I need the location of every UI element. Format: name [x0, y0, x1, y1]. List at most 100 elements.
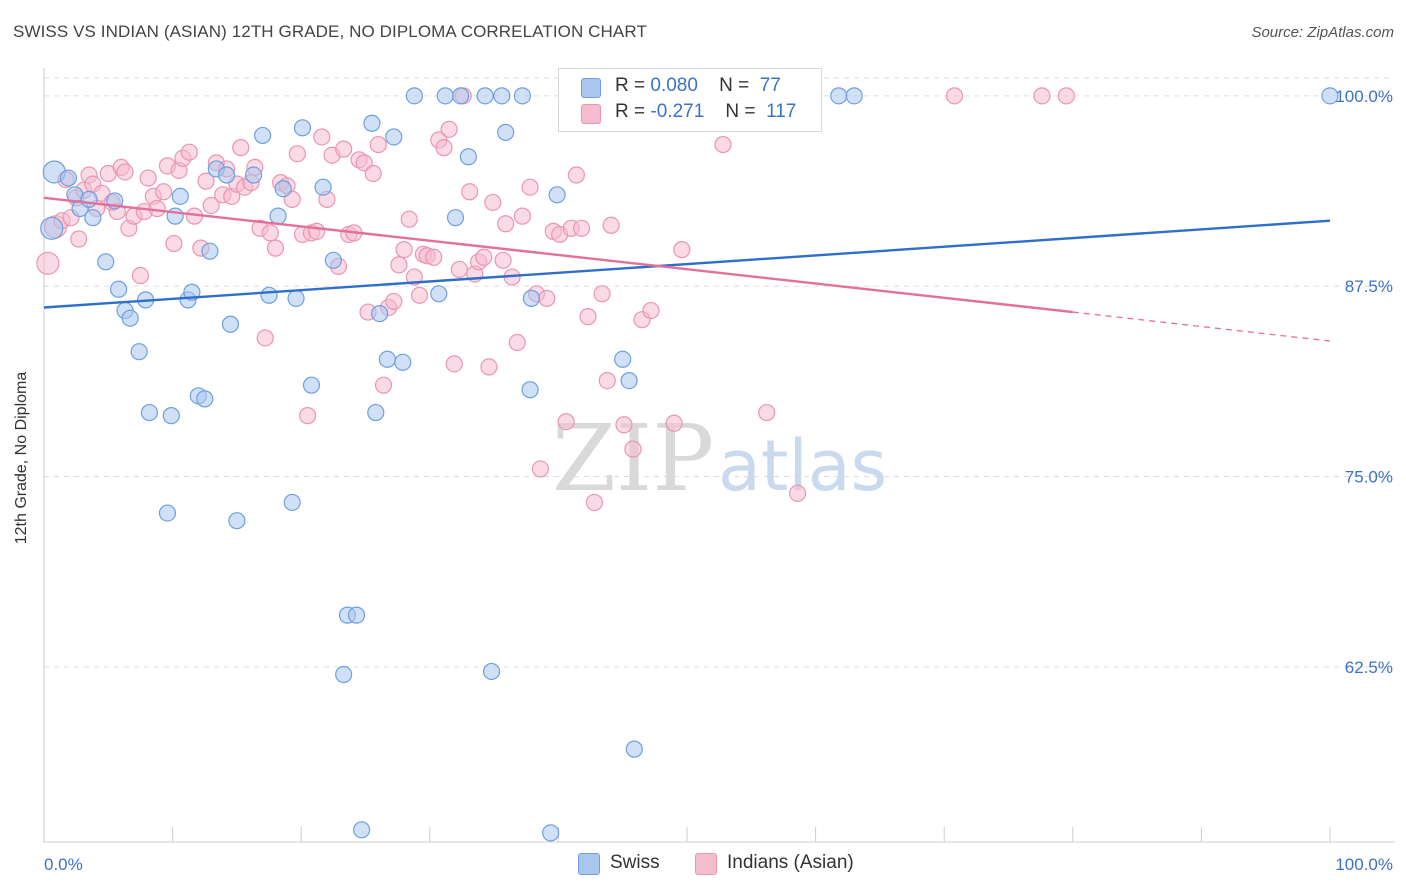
legend-swatch-indian: [581, 104, 601, 124]
swiss-point: [109, 280, 128, 298]
indian-point: [642, 301, 660, 320]
indian-point: [475, 248, 493, 266]
indian-point: [624, 440, 642, 458]
indian-point: [513, 207, 531, 225]
indian-point: [385, 292, 403, 311]
indian-point: [1057, 87, 1075, 105]
swiss-point: [221, 315, 240, 333]
indian-point: [165, 234, 183, 253]
x-tick-label-max: 100.0%: [1335, 855, 1393, 874]
indian-point: [425, 248, 443, 266]
indian-point: [364, 164, 382, 183]
swiss-point: [121, 309, 139, 327]
indian-point: [788, 484, 807, 502]
swiss-point: [405, 87, 423, 105]
swiss-point: [493, 87, 511, 105]
indian-point: [758, 403, 776, 422]
indian-point: [585, 493, 604, 512]
swiss-point: [542, 824, 560, 842]
swiss-point: [201, 242, 219, 260]
legend-swatch-swiss: [581, 78, 601, 98]
indian-point: [508, 333, 526, 352]
swiss-point: [140, 403, 159, 422]
legend-text-indian: R = -0.271 N = 117: [615, 101, 796, 123]
swiss-point: [830, 87, 848, 105]
swiss-point: [353, 821, 371, 839]
swiss-trend-line: [43, 219, 1331, 309]
swiss-point: [283, 493, 301, 512]
indian-point: [445, 355, 463, 373]
swiss-point: [367, 403, 385, 422]
swiss-point: [302, 376, 321, 394]
indian-point: [538, 289, 556, 307]
swiss-point: [548, 186, 566, 204]
y-tick-label: 87.5%: [1345, 277, 1393, 296]
indian-point: [148, 199, 166, 218]
indian-point: [395, 241, 413, 259]
indian-point: [374, 376, 393, 394]
swiss-point: [314, 178, 332, 196]
swiss-point: [385, 128, 403, 146]
indian-point: [36, 251, 60, 275]
legend-n-value-indian: 117: [766, 101, 797, 122]
swiss-point: [260, 286, 278, 304]
indian-point: [70, 230, 88, 248]
indian-series-points: [36, 87, 1075, 512]
indian-point: [180, 143, 198, 161]
swiss-point: [497, 123, 515, 141]
swiss-point: [84, 209, 102, 227]
indian-point: [579, 308, 597, 326]
swiss-point: [452, 87, 470, 105]
indian-point: [256, 329, 274, 347]
swiss-point: [40, 216, 64, 240]
legend-label-swiss: Swiss: [610, 852, 660, 873]
swiss-point: [1321, 87, 1339, 105]
gridlines: [44, 77, 1390, 668]
indian-point: [1033, 87, 1051, 105]
correlation-legend: R = 0.080 N = 77 R = -0.271 N = 117: [558, 68, 822, 132]
indian-point: [266, 239, 285, 257]
swiss-point: [459, 148, 477, 166]
swiss-point: [274, 180, 292, 198]
legend-n-label: N =: [725, 101, 756, 122]
indian-point: [400, 210, 418, 228]
swiss-point: [245, 166, 263, 184]
legend-swatch-indian: [695, 853, 717, 875]
indian-point: [450, 260, 468, 279]
indian-point: [593, 285, 611, 303]
swiss-point: [171, 187, 189, 205]
indian-point: [390, 256, 408, 274]
legend-r-value-indian: -0.271: [650, 101, 705, 122]
swiss-point: [80, 190, 98, 208]
legend-r-label: R =: [615, 75, 646, 96]
indian-point: [435, 139, 453, 157]
indian-point: [598, 372, 616, 390]
indian-point: [131, 266, 150, 285]
zipatlas-watermark: ZIP atlas: [552, 405, 887, 512]
swiss-point: [166, 207, 184, 225]
swiss-point: [845, 87, 863, 105]
chart-title: SWISS VS INDIAN (ASIAN) 12TH GRADE, NO D…: [13, 22, 647, 41]
indian-point: [410, 286, 429, 304]
y-tick-label: 62.5%: [1345, 658, 1393, 677]
legend-r-value-swiss: 0.080: [650, 75, 698, 96]
swiss-point: [162, 407, 180, 425]
indian-point: [497, 215, 515, 233]
swiss-point: [347, 606, 366, 624]
swiss-point: [476, 87, 494, 105]
legend-label-indian: Indians (Asian): [727, 852, 854, 873]
legend-text-swiss: R = 0.080 N = 77: [615, 75, 781, 97]
swiss-point: [394, 353, 412, 371]
indian-point: [602, 216, 620, 234]
indian-point: [567, 166, 586, 184]
legend-n-label: N =: [719, 75, 750, 96]
swiss-point: [446, 209, 465, 227]
tick-labels: 100.0% 87.5% 75.0% 62.5% 0.0% 100.0%: [44, 87, 1393, 874]
swiss-point: [378, 350, 396, 368]
indian-point: [261, 224, 279, 242]
swiss-point: [324, 251, 342, 269]
indian-point: [714, 135, 732, 154]
y-tick-label: 75.0%: [1345, 468, 1393, 487]
indian-trend-extension: [1072, 311, 1331, 342]
